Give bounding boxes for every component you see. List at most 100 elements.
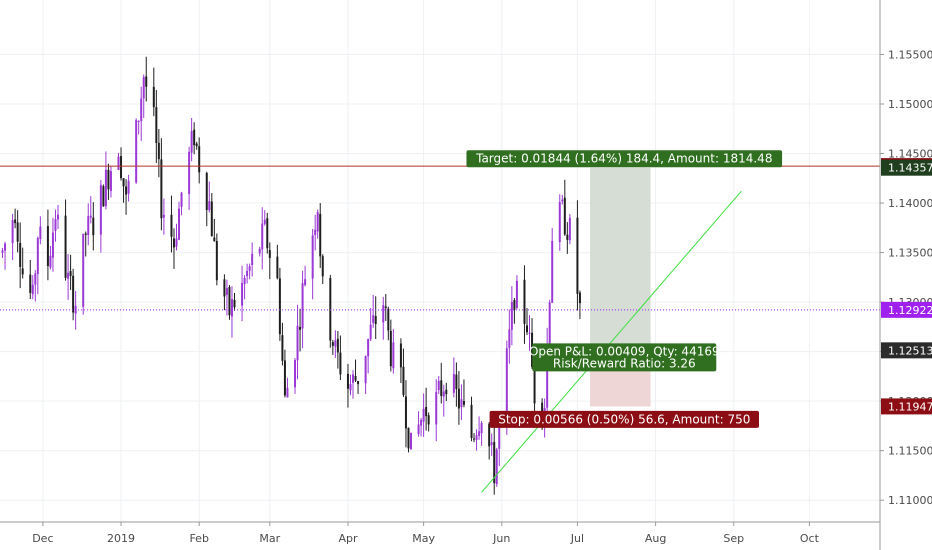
- profit-zone: [590, 167, 651, 351]
- rr-label-text: Risk/Reward Ratio: 3.26: [553, 356, 696, 370]
- candle: [470, 396, 473, 442]
- candle-body: [334, 340, 337, 347]
- price-badge-bg: [881, 159, 932, 176]
- candle-body: [29, 274, 32, 293]
- candle: [69, 254, 72, 291]
- candle-body: [367, 338, 370, 357]
- candle-body: [170, 214, 173, 237]
- y-tick-label: 1.13500: [888, 247, 932, 260]
- candle: [54, 209, 57, 242]
- candle-body: [568, 217, 571, 241]
- candle: [354, 359, 357, 382]
- candle-body: [384, 306, 387, 309]
- candle-body: [510, 301, 513, 330]
- candle-body: [109, 171, 112, 192]
- price-badge-text: 1.12513: [888, 344, 932, 357]
- candle: [140, 86, 143, 141]
- candle: [72, 268, 75, 321]
- y-tick-label: 1.14500: [888, 148, 932, 161]
- price-axis[interactable]: 1.155001.150001.145001.140001.135001.130…: [880, 48, 932, 507]
- candle-body: [407, 427, 410, 449]
- candle: [251, 242, 254, 277]
- candle-body: [208, 201, 211, 211]
- candle: [457, 371, 460, 425]
- candle: [437, 375, 440, 394]
- candle-body: [314, 229, 317, 236]
- candle-body: [215, 240, 218, 281]
- candle-body: [374, 316, 377, 324]
- candle: [286, 377, 289, 398]
- y-tick-label: 1.14000: [888, 197, 932, 210]
- candle: [36, 236, 39, 295]
- candle-body: [548, 302, 551, 346]
- candle-body: [107, 169, 110, 190]
- candle-body: [336, 338, 339, 353]
- target-label[interactable]: Target: 0.01844 (1.64%) 184.4, Amount: 1…: [466, 150, 783, 168]
- candle-body: [331, 342, 334, 346]
- candle-body: [515, 280, 518, 308]
- candle-body: [399, 343, 402, 368]
- candle-body: [193, 129, 196, 146]
- candle: [283, 349, 286, 398]
- candle: [462, 379, 465, 408]
- candle-body: [561, 199, 564, 202]
- candle-body: [339, 352, 342, 375]
- candle: [404, 380, 407, 448]
- candle-body: [225, 288, 228, 295]
- candle-body: [296, 325, 299, 361]
- candle: [195, 141, 198, 150]
- candle-body: [364, 356, 367, 384]
- candle-body: [495, 449, 498, 485]
- candle: [420, 417, 423, 437]
- candle: [440, 362, 443, 404]
- candle-body: [49, 255, 52, 268]
- candle-body: [440, 380, 443, 397]
- candle-body: [349, 383, 352, 391]
- candle-body: [498, 421, 501, 449]
- pl-label[interactable]: Open P&L: 0.00409, Qty: 44169Risk/Reward…: [529, 343, 720, 372]
- candle: [208, 181, 211, 213]
- candle: [135, 118, 138, 184]
- time-axis[interactable]: Dec 2019 Feb Mar Apr May Jun Jul Aug Sep Oct: [32, 522, 820, 545]
- candle: [120, 147, 123, 181]
- pl-label-bg: [532, 343, 717, 372]
- candle-body: [278, 278, 281, 335]
- price-badge: 1.12513: [881, 342, 932, 359]
- candle: [561, 194, 564, 205]
- x-tick-label: Mar: [259, 532, 280, 545]
- candle: [205, 171, 208, 227]
- x-tick-label: Jun: [492, 532, 510, 545]
- candle-body: [99, 184, 102, 235]
- candle-body: [140, 98, 143, 122]
- candle: [435, 379, 438, 442]
- candle: [248, 263, 251, 280]
- candle-body: [122, 178, 125, 187]
- trend-line[interactable]: [481, 190, 742, 493]
- candle-body: [473, 438, 476, 440]
- candle: [475, 429, 478, 451]
- candle-body: [427, 415, 430, 425]
- candle: [369, 307, 372, 342]
- candle: [294, 358, 297, 394]
- candle-body: [268, 250, 271, 258]
- candle-body: [120, 156, 123, 179]
- candle: [410, 432, 413, 450]
- candle-body: [1, 250, 4, 253]
- candle-body: [190, 131, 193, 153]
- price-badge-text: 1.12922: [888, 304, 932, 317]
- candle-body: [493, 441, 496, 484]
- candle: [67, 254, 70, 300]
- candle: [178, 201, 181, 241]
- candle-body: [541, 402, 544, 417]
- candle: [34, 270, 37, 302]
- candle-body: [142, 77, 145, 99]
- candle-body: [188, 151, 191, 194]
- candle-body: [357, 380, 360, 385]
- x-tick-label: May: [412, 532, 435, 545]
- candle-body: [321, 256, 324, 277]
- candle: [109, 166, 112, 198]
- candle-body: [19, 242, 22, 267]
- stop-label[interactable]: Stop: 0.00566 (0.50%) 56.6, Amount: 750: [489, 410, 759, 428]
- candle: [233, 292, 236, 311]
